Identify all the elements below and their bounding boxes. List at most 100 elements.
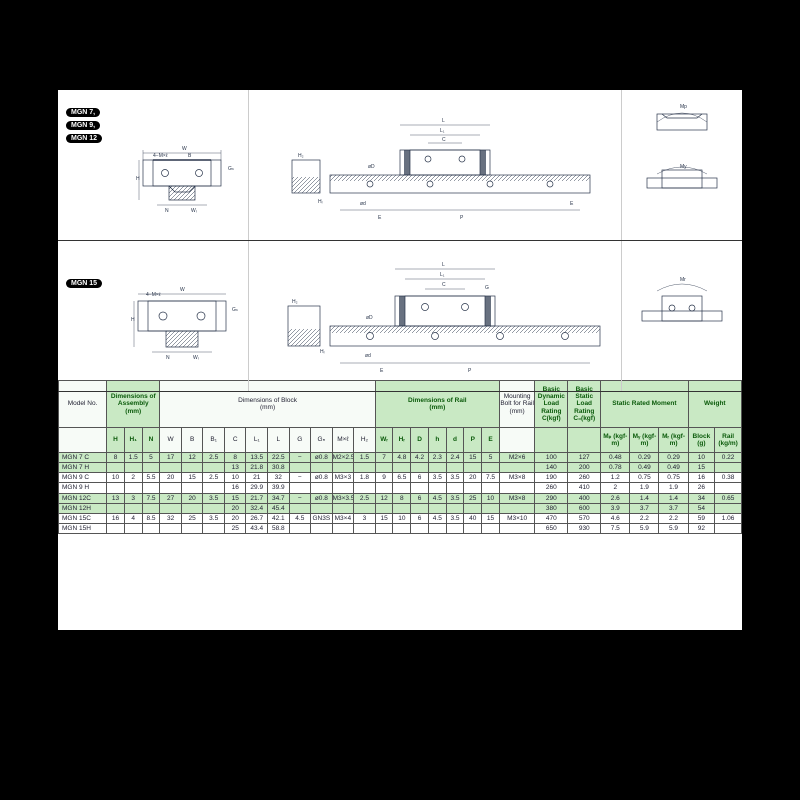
svg-text:4−M×ℓ: 4−M×ℓ: [146, 292, 161, 298]
data-cell: 20: [464, 473, 482, 483]
svg-text:G: G: [485, 285, 489, 291]
col-header: [499, 428, 534, 453]
table-row: MGN 15C1648.532253.52026.742.14.5GN3SM3×…: [59, 513, 742, 523]
data-cell: 92: [688, 523, 715, 533]
data-cell: [715, 463, 742, 473]
col-header: [568, 428, 601, 453]
data-cell: [354, 483, 376, 493]
svg-text:P: P: [468, 368, 472, 374]
table-row: MGN 15H2543.458.86509307.55.95.992: [59, 523, 742, 533]
data-cell: 20: [181, 493, 203, 503]
data-cell: 1.4: [659, 493, 688, 503]
data-cell: [107, 523, 125, 533]
data-cell: [160, 503, 182, 513]
data-cell: 2.5: [203, 453, 225, 463]
data-cell: [181, 463, 203, 473]
data-cell: [124, 523, 142, 533]
data-cell: 2.5: [354, 493, 376, 503]
svg-text:H₂: H₂: [298, 153, 304, 159]
data-cell: 9: [375, 473, 393, 483]
data-cell: 16: [224, 483, 246, 493]
svg-text:H: H: [131, 317, 135, 323]
data-cell: [124, 483, 142, 493]
data-cell: M3×8: [499, 493, 534, 503]
data-cell: 34.7: [268, 493, 290, 503]
data-cell: [181, 483, 203, 493]
data-cell: [464, 503, 482, 513]
data-cell: −: [289, 453, 311, 463]
data-cell: 600: [568, 503, 601, 513]
data-cell: 470: [535, 513, 568, 523]
spec-table: Model No.Dimensions of Assembly (mm)Dime…: [58, 380, 742, 534]
data-cell: −: [289, 473, 311, 483]
col-header: Rail (kg/m): [715, 428, 742, 453]
data-cell: 10: [688, 453, 715, 463]
data-cell: [311, 463, 333, 473]
data-cell: 8: [393, 493, 411, 503]
data-cell: 26: [688, 483, 715, 493]
data-cell: 15: [224, 493, 246, 503]
data-cell: 26.7: [246, 513, 268, 523]
col-header: Mₚ (kgf-m): [601, 428, 630, 453]
moment-cell-bottom: Mr: [622, 241, 742, 391]
table-row: MGN 7 H1321.830.81402000.780.490.4915: [59, 463, 742, 473]
data-cell: [311, 483, 333, 493]
svg-text:L: L: [442, 262, 445, 268]
data-cell: 650: [535, 523, 568, 533]
data-cell: [393, 523, 411, 533]
data-cell: [289, 523, 311, 533]
data-cell: [124, 463, 142, 473]
svg-text:L₁: L₁: [440, 272, 445, 278]
data-cell: 29.9: [246, 483, 268, 493]
svg-text:W: W: [182, 146, 187, 152]
data-cell: 21: [246, 473, 268, 483]
data-cell: 3.5: [446, 493, 464, 503]
data-cell: [446, 523, 464, 533]
col-header: B₁: [203, 428, 225, 453]
moment-drawing-bottom: Mr: [622, 241, 742, 386]
data-cell: [289, 483, 311, 493]
data-cell: 0.75: [659, 473, 688, 483]
data-cell: [411, 463, 429, 473]
svg-text:W: W: [180, 287, 185, 293]
data-cell: 0.78: [601, 463, 630, 473]
svg-text:Wᵣ: Wᵣ: [193, 355, 200, 361]
data-cell: ø0.8: [311, 493, 333, 503]
svg-text:Mr: Mr: [680, 277, 686, 283]
spec-table-wrap: Model No.Dimensions of Assembly (mm)Dime…: [58, 380, 742, 630]
data-cell: 200: [568, 463, 601, 473]
data-cell: 17: [160, 453, 182, 463]
data-cell: [354, 503, 376, 513]
data-cell: 1.8: [354, 473, 376, 483]
svg-text:N: N: [165, 208, 169, 214]
data-cell: 380: [535, 503, 568, 513]
svg-text:Gₙ: Gₙ: [232, 307, 238, 313]
data-cell: [393, 483, 411, 493]
data-cell: 6: [411, 493, 429, 503]
svg-text:L: L: [442, 118, 445, 124]
table-row: MGN 9 C1025.520152.5102132−ø0.8M3×31.896…: [59, 473, 742, 483]
side-view-drawing: H₂ Hᵣ L L₁ C øD ød E P E: [249, 90, 621, 235]
data-cell: 5.9: [659, 523, 688, 533]
data-cell: [160, 463, 182, 473]
col-header: W: [160, 428, 182, 453]
data-cell: 0.75: [630, 473, 659, 483]
data-cell: [499, 523, 534, 533]
data-cell: 1.9: [630, 483, 659, 493]
data-cell: 2: [601, 483, 630, 493]
data-cell: [464, 483, 482, 493]
data-cell: [332, 523, 354, 533]
data-cell: 21.8: [246, 463, 268, 473]
data-cell: 59: [688, 513, 715, 523]
data-cell: [411, 503, 429, 513]
col-header: B: [181, 428, 203, 453]
data-cell: [715, 483, 742, 493]
data-cell: 7.5: [142, 493, 160, 503]
col-header: M×ℓ: [332, 428, 354, 453]
moment-cell-top: Mp My: [622, 90, 742, 240]
data-cell: 13.5: [246, 453, 268, 463]
diagram-section: MGN 7, MGN 9, MGN 12: [58, 90, 742, 380]
data-cell: 7.5: [482, 473, 500, 483]
data-cell: [499, 463, 534, 473]
data-cell: [482, 503, 500, 513]
